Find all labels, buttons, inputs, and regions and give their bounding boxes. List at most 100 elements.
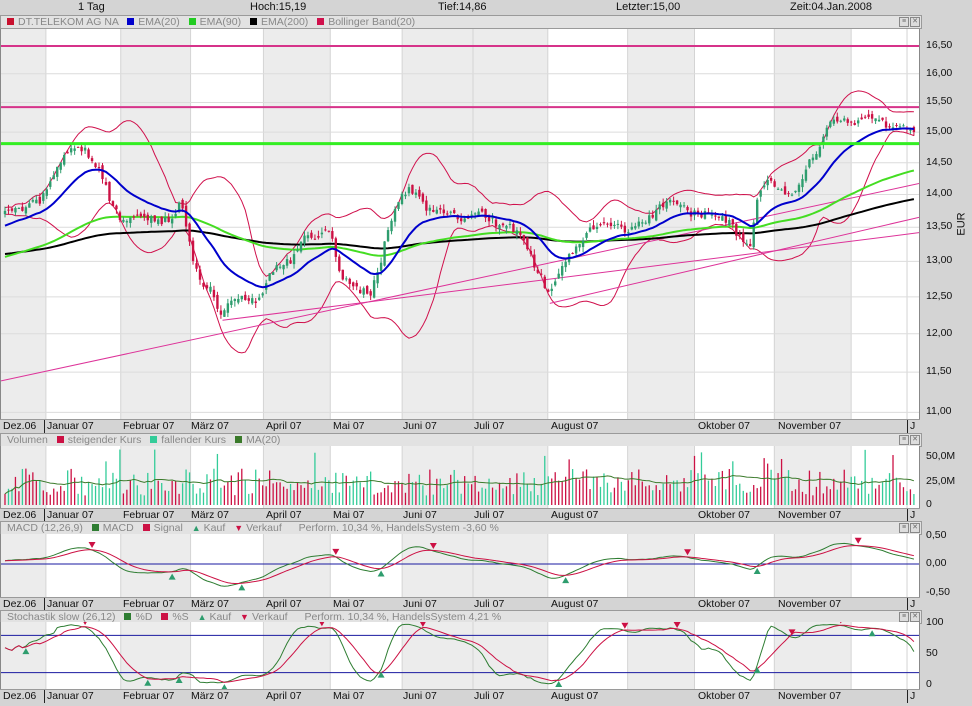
panel-menu-icon[interactable]: ≡ — [899, 523, 909, 533]
candle-body — [418, 189, 421, 197]
month-band — [263, 622, 331, 689]
candle-body — [473, 213, 477, 215]
candle-body — [547, 289, 550, 292]
panel-close-icon[interactable]: ✕ — [910, 17, 920, 27]
date-label: Januar 07 — [47, 690, 94, 702]
candle-body — [129, 217, 132, 224]
date-label: November 07 — [778, 598, 842, 610]
macd-chart[interactable] — [0, 534, 920, 597]
y-axis-unit: EUR — [955, 212, 968, 236]
trendline — [1, 183, 919, 382]
legend-swatch — [127, 18, 135, 25]
panel-close-icon[interactable]: ✕ — [910, 523, 920, 533]
candle-body — [850, 121, 853, 123]
date-separator — [907, 509, 908, 522]
candle-body — [230, 300, 233, 305]
candle-body — [278, 266, 282, 268]
panel-menu-icon[interactable]: ≡ — [899, 612, 909, 622]
date-label: April 07 — [266, 598, 302, 610]
candle-body — [59, 162, 62, 170]
candle-body — [233, 299, 237, 302]
panel-menu-icon[interactable]: ≡ — [899, 435, 909, 445]
date-label: Februar 07 — [123, 690, 175, 702]
month-band — [263, 534, 331, 597]
month-band — [627, 534, 695, 597]
candle-body — [783, 186, 787, 195]
candle-body — [251, 298, 254, 304]
candle-body — [846, 119, 849, 123]
candle-body — [56, 166, 59, 177]
date-label: Februar 07 — [123, 420, 175, 432]
candle-body — [801, 179, 804, 188]
candle-body — [606, 223, 609, 225]
candle-body — [609, 222, 613, 227]
ema90-line — [4, 169, 915, 258]
month-band — [402, 622, 548, 689]
candle-body — [143, 213, 146, 218]
candle-body — [439, 208, 442, 210]
candle-body — [574, 246, 578, 254]
stochastic-chart[interactable] — [0, 622, 920, 689]
candle-body — [80, 146, 83, 152]
candle-body — [153, 215, 156, 222]
candle-body — [550, 288, 553, 292]
month-band — [263, 29, 331, 419]
y-axis-tick-label: 0 — [926, 678, 932, 690]
candle-body — [491, 217, 494, 219]
date-label: J — [910, 420, 916, 432]
candle-body — [62, 155, 66, 165]
candle-body — [237, 298, 240, 303]
candle-body — [902, 125, 905, 127]
y-axis-tick-label: 12,00 — [926, 326, 953, 339]
candle-body — [836, 116, 839, 122]
candle-body — [205, 285, 209, 289]
candle-body — [860, 117, 863, 120]
candle-body — [703, 211, 707, 219]
date-label: April 07 — [266, 509, 302, 521]
date-label: Februar 07 — [123, 509, 175, 521]
interval-label[interactable]: 1 Tag — [78, 1, 105, 13]
candle-body — [400, 193, 404, 205]
candle-body — [219, 310, 223, 315]
candle-body — [843, 118, 846, 121]
date-label: Januar 07 — [47, 420, 94, 432]
candle-body — [42, 193, 45, 201]
panel-menu-icon[interactable]: ≡ — [899, 17, 909, 27]
candle-body — [372, 280, 376, 298]
candle-body — [132, 216, 136, 218]
date-label: August 07 — [551, 420, 599, 432]
last-value: Letzter:15,00 — [616, 1, 681, 13]
candle-body — [111, 201, 115, 206]
candle-body — [136, 214, 139, 216]
buy-signal-marker — [753, 568, 761, 575]
legend-swatch — [124, 613, 132, 620]
candle-body — [769, 177, 773, 181]
candle-body — [365, 286, 369, 294]
date-separator — [44, 509, 45, 522]
date-separator — [44, 690, 45, 703]
panel-close-icon[interactable]: ✕ — [910, 435, 920, 445]
price-chart[interactable] — [0, 29, 920, 419]
volume-chart[interactable] — [0, 446, 920, 508]
date-label: J — [910, 509, 916, 521]
candle-body — [115, 205, 118, 210]
candle-body — [97, 166, 101, 169]
candle-body — [303, 235, 306, 244]
candle-body — [28, 203, 31, 208]
date-label: Mai 07 — [333, 509, 365, 521]
sell-signal-marker — [88, 542, 96, 549]
candle-body — [45, 189, 48, 196]
candle-body — [334, 238, 338, 257]
date-label: November 07 — [778, 420, 842, 432]
candle-body — [359, 289, 362, 294]
date-separator — [907, 598, 908, 611]
candle-body — [7, 209, 10, 211]
panel-close-icon[interactable]: ✕ — [910, 612, 920, 622]
candle-body — [571, 252, 574, 254]
legend-signal: Signal — [153, 522, 183, 534]
y-axis-tick-label: 12,50 — [926, 289, 953, 302]
sell-signal-marker — [684, 549, 692, 556]
candle-body — [620, 224, 623, 227]
candle-body — [101, 165, 104, 180]
candle-body — [630, 226, 634, 230]
